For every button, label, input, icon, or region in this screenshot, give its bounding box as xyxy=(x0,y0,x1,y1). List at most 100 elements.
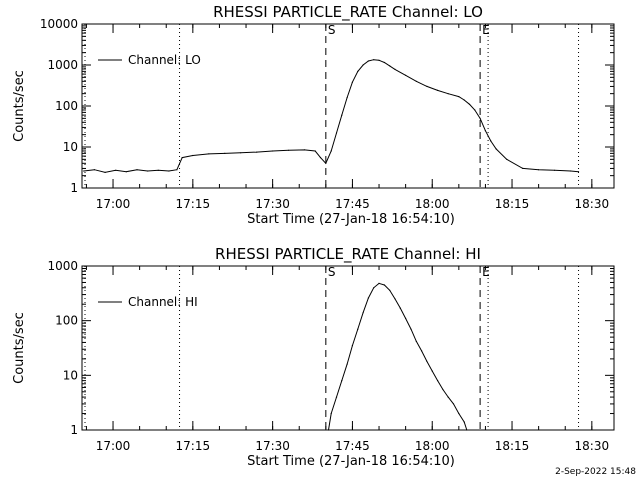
data-point xyxy=(577,171,580,173)
y-tick-label: 1000 xyxy=(47,259,78,273)
x-tick-label: 18:30 xyxy=(575,197,610,211)
data-point xyxy=(330,412,332,415)
y-axis-label: Counts/sec xyxy=(12,312,27,384)
data-point xyxy=(335,396,338,398)
data-point xyxy=(383,284,385,286)
data-point xyxy=(495,148,497,150)
x-tick-label: 18:15 xyxy=(495,439,530,453)
data-point xyxy=(192,154,194,157)
data-point xyxy=(554,169,556,171)
data-point xyxy=(447,396,449,398)
data-point xyxy=(458,412,460,415)
chart-panel-lo: RHESSI PARTICLE_RATE Channel: LO 1 10 100 10… xyxy=(12,3,615,227)
data-point xyxy=(415,80,417,82)
data-point xyxy=(83,170,85,172)
y-tick-label: 1 xyxy=(70,423,78,437)
data-point xyxy=(447,93,449,95)
x-tick-label: 17:45 xyxy=(335,197,370,211)
data-point xyxy=(437,89,439,91)
data-point xyxy=(426,85,428,87)
x-tick-label: 17:30 xyxy=(255,439,290,453)
data-point xyxy=(394,68,396,70)
x-tick-label: 18:15 xyxy=(495,197,530,211)
legend-label: Channel: HI xyxy=(128,295,198,309)
data-point xyxy=(522,167,524,169)
x-tick-label: 17:15 xyxy=(176,439,211,453)
data-point xyxy=(157,169,159,171)
data-point xyxy=(304,149,306,151)
data-point xyxy=(208,153,210,155)
end-marker-label: E xyxy=(482,265,490,279)
data-point xyxy=(466,429,468,431)
data-point xyxy=(415,340,417,342)
data-point xyxy=(442,388,444,391)
data-point xyxy=(136,169,138,171)
x-tick-label: 17:00 xyxy=(96,197,131,211)
y-tick-label: 1 xyxy=(70,181,78,195)
data-point xyxy=(319,157,322,159)
data-point xyxy=(421,350,423,352)
plot-frame xyxy=(81,23,615,189)
data-point xyxy=(394,298,396,300)
x-tick-label: 18:00 xyxy=(415,197,450,211)
data-point xyxy=(378,59,380,61)
data-point xyxy=(341,114,343,116)
data-point xyxy=(224,152,226,154)
data-point xyxy=(458,96,460,98)
data-point xyxy=(463,99,465,101)
y-axis-label: Counts/sec xyxy=(12,70,27,142)
data-point xyxy=(335,132,338,134)
data-point xyxy=(115,169,117,171)
data-point xyxy=(104,171,106,173)
series-line xyxy=(328,282,468,431)
data-point xyxy=(538,169,540,171)
data-point xyxy=(468,103,471,105)
data-point xyxy=(325,162,327,164)
data-point xyxy=(357,70,359,72)
data-point xyxy=(362,312,364,314)
data-point xyxy=(378,282,380,284)
x-tick-label: 18:00 xyxy=(415,439,450,453)
chart-title: RHESSI PARTICLE_RATE Channel: LO xyxy=(213,3,483,22)
data-point xyxy=(490,140,492,142)
data-point xyxy=(351,345,353,347)
data-point xyxy=(405,74,407,76)
data-point xyxy=(373,59,375,61)
plot-frame xyxy=(81,265,615,431)
data-point xyxy=(479,117,481,119)
data-point xyxy=(176,169,178,171)
chart-title: RHESSI PARTICLE_RATE Channel: HI xyxy=(215,245,481,264)
data-point xyxy=(341,380,343,382)
chart-panel-hi: RHESSI PARTICLE_RATE Channel: HI 1 10 100 10… xyxy=(12,245,615,469)
data-point xyxy=(426,360,428,362)
data-point xyxy=(125,171,127,173)
data-point xyxy=(437,380,439,382)
data-point xyxy=(383,61,385,64)
data-point xyxy=(240,152,242,154)
data-point xyxy=(405,317,407,319)
y-tick-label: 10000 xyxy=(40,17,78,31)
y-tick-label: 100 xyxy=(55,99,78,113)
y-tick-label: 10 xyxy=(63,368,78,382)
x-tick-label: 18:30 xyxy=(575,439,610,453)
start-marker-label: S xyxy=(328,23,336,37)
data-point xyxy=(351,81,353,83)
data-point xyxy=(570,170,572,172)
data-point xyxy=(484,130,486,132)
data-point xyxy=(367,297,369,299)
data-point xyxy=(327,429,330,431)
data-point xyxy=(367,60,369,62)
data-point xyxy=(357,328,359,330)
data-point xyxy=(168,170,170,172)
data-point xyxy=(373,287,375,289)
y-tick-label: 10 xyxy=(63,140,78,154)
data-point xyxy=(330,150,332,152)
data-point xyxy=(389,289,391,291)
data-point xyxy=(452,403,455,405)
data-point xyxy=(256,151,258,153)
data-point xyxy=(314,150,316,152)
data-point xyxy=(410,328,412,330)
legend-label: Channel: LO xyxy=(128,53,201,67)
